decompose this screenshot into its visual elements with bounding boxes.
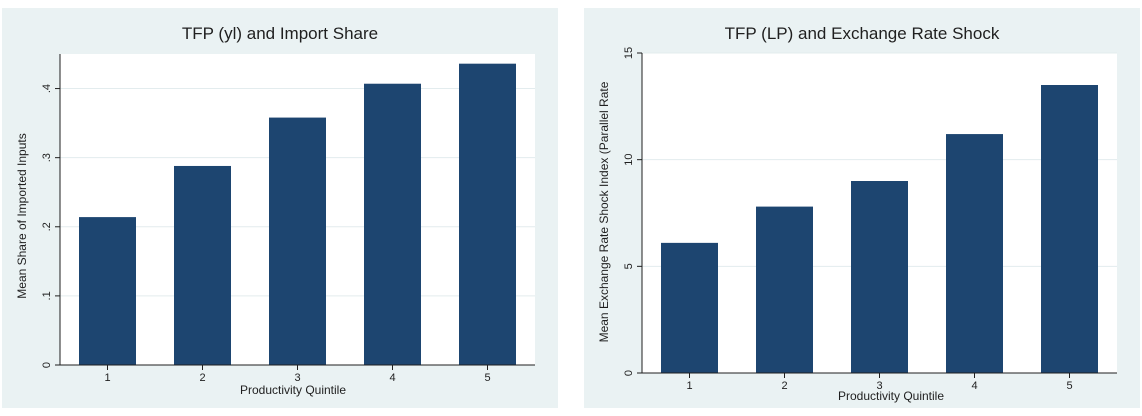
bar (756, 206, 813, 373)
chart-panel-import-share: 0 .1 .2 .3 .4 1 2 3 4 5 TFP (yl) and Import Share… (2, 8, 558, 408)
bar (946, 134, 1003, 373)
x-tick-label: 3 (294, 372, 300, 384)
chart-title: TFP (yl) and Import Share (182, 24, 378, 43)
y-tick-label: .1 (41, 291, 53, 300)
x-tick-label: 3 (876, 380, 882, 392)
x-tick-label: 2 (781, 380, 787, 392)
x-axis-label: Productivity Quintile (838, 389, 944, 403)
y-tick-label: 0 (623, 370, 635, 376)
y-tick-label: 15 (623, 47, 635, 59)
chart-layer: 0 5 10 15 1 2 3 4 5 (623, 47, 1117, 392)
x-tick-label: 4 (389, 372, 395, 384)
bar (459, 63, 516, 366)
y-axis-label: Mean Exchange Rate Shock Index (Parallel… (597, 81, 611, 342)
x-tick-label: 2 (199, 372, 205, 384)
chart-layer: 0 .1 .2 .3 .4 1 2 3 4 5 (41, 54, 535, 384)
y-tick-label: .4 (41, 84, 53, 93)
x-tick-label: 5 (484, 372, 490, 384)
y-tick-label: .2 (41, 222, 53, 231)
x-tick-label: 4 (971, 380, 977, 392)
x-tick-label: 1 (104, 372, 110, 384)
x-tick-label: 5 (1066, 380, 1072, 392)
y-axis-label: Mean Share of Imported Inputs (15, 133, 29, 298)
bar (269, 117, 326, 365)
chart-exchange-rate: 0 5 10 15 1 2 3 4 5 TFP (LP) and Exchange Rate S… (597, 24, 1117, 403)
bar (364, 83, 421, 365)
x-tick-label: 1 (686, 380, 692, 392)
chart-panel-exchange-rate: 0 5 10 15 1 2 3 4 5 TFP (LP) and Exchange Rate S… (584, 8, 1140, 408)
bar (1041, 85, 1098, 373)
chart-import-share: 0 .1 .2 .3 .4 1 2 3 4 5 TFP (yl) and Import Share… (15, 24, 535, 397)
bar (174, 165, 231, 365)
y-tick-label: 5 (623, 263, 635, 269)
y-tick-label: 0 (41, 362, 53, 368)
y-tick-label: 10 (623, 154, 635, 166)
bar (79, 217, 136, 365)
bar (661, 242, 718, 373)
y-tick-label: .3 (41, 153, 53, 162)
x-axis-label: Productivity Quintile (240, 383, 346, 397)
bar (851, 181, 908, 373)
chart-title: TFP (LP) and Exchange Rate Shock (725, 24, 1000, 43)
